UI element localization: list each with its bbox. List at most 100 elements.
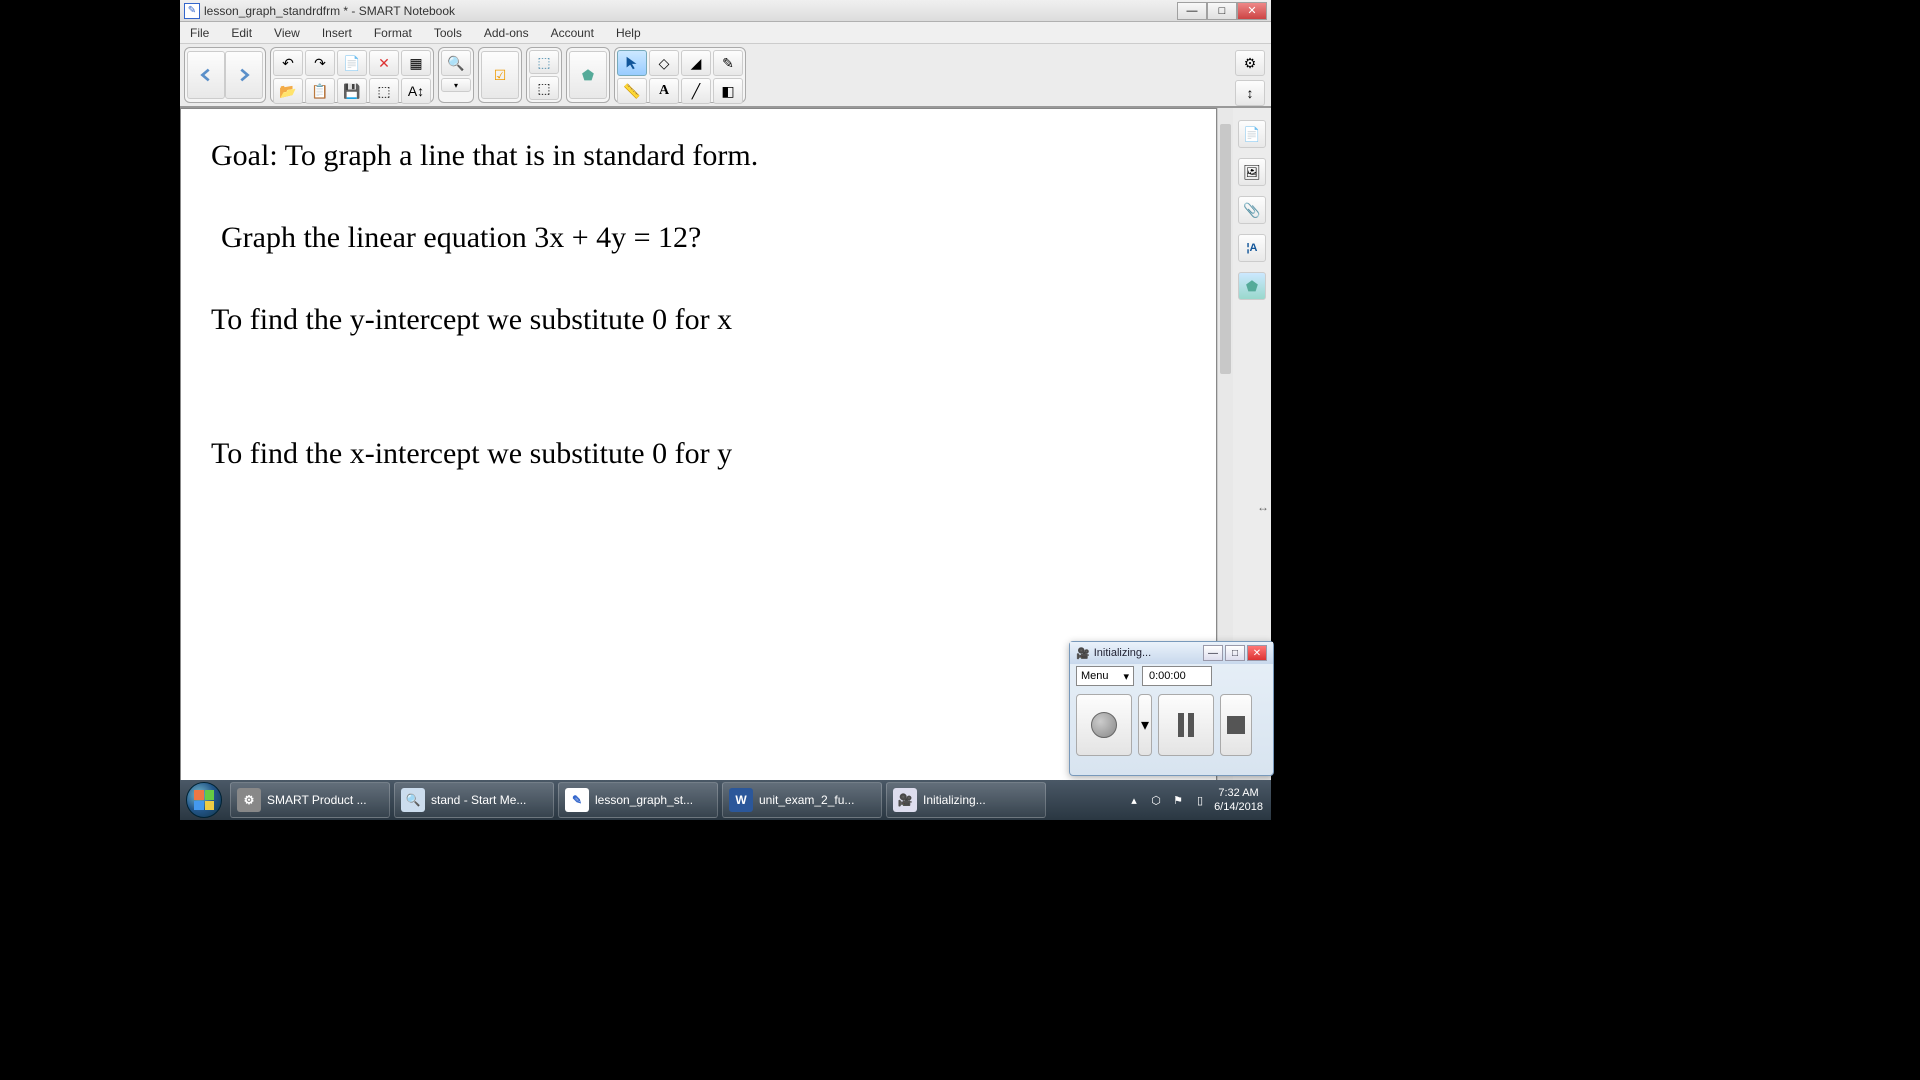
menu-account[interactable]: Account xyxy=(547,24,598,42)
capture-button[interactable]: ⬚ xyxy=(529,76,559,100)
zoom-button[interactable]: 🔍 xyxy=(441,50,471,76)
windows-logo-icon xyxy=(186,782,222,818)
line-tool-button[interactable]: ╱ xyxy=(681,78,711,104)
smart-block-button[interactable]: ⬚ xyxy=(529,50,559,74)
taskbar-clock[interactable]: 7:32 AM 6/14/2018 xyxy=(1214,786,1263,815)
response-group: ☑ xyxy=(478,47,522,103)
addons-tab[interactable]: ⬟ xyxy=(1238,272,1266,300)
select-tool-button[interactable] xyxy=(617,50,647,76)
clock-time: 7:32 AM xyxy=(1214,786,1263,800)
right-sidebar-controls: ⚙ ↕ xyxy=(1235,50,1265,106)
menu-help[interactable]: Help xyxy=(612,24,645,42)
measurement-button[interactable]: 📏 xyxy=(617,78,647,104)
edit-group: ↶ ↷ 📄 ✕ ▦ 📂 📋 💾 ⬚ A↕ xyxy=(270,47,434,103)
screen-button[interactable]: ⬚ xyxy=(369,78,399,104)
menu-format[interactable]: Format xyxy=(370,24,416,42)
tray-network-icon[interactable]: ⬡ xyxy=(1148,792,1164,808)
delete-button[interactable]: ✕ xyxy=(369,50,399,76)
task-notebook-label: lesson_graph_st... xyxy=(595,793,693,807)
pause-button[interactable] xyxy=(1158,694,1214,756)
recorder-titlebar: 🎥 Initializing... — □ ✕ xyxy=(1070,642,1273,664)
paste-button[interactable]: 📋 xyxy=(305,78,335,104)
recorder-minimize-button[interactable]: — xyxy=(1203,645,1223,661)
recorder-title-text: Initializing... xyxy=(1094,647,1201,659)
text-button[interactable]: A xyxy=(649,78,679,104)
window-controls: — □ ✕ xyxy=(1177,2,1267,20)
recorder-window: 🎥 Initializing... — □ ✕ Menu ▾ 0:00:00 ▾ xyxy=(1069,641,1274,776)
open-button[interactable]: 📂 xyxy=(273,78,303,104)
new-page-button[interactable]: 📄 xyxy=(337,50,367,76)
move-toolbar-button[interactable]: ↕ xyxy=(1235,80,1265,106)
recorder-task-icon: 🎥 xyxy=(893,788,917,812)
table-button[interactable]: ▦ xyxy=(401,50,431,76)
task-search-label: stand - Start Me... xyxy=(431,793,526,807)
close-button[interactable]: ✕ xyxy=(1237,2,1267,20)
text-xintercept: To find the x-intercept we substitute 0 … xyxy=(211,437,1186,471)
next-page-button[interactable] xyxy=(225,51,263,99)
stop-button[interactable] xyxy=(1220,694,1252,756)
attachments-tab[interactable]: 📎 xyxy=(1238,196,1266,224)
redo-button[interactable]: ↷ xyxy=(305,50,335,76)
task-recorder[interactable]: 🎥 Initializing... xyxy=(886,782,1046,818)
addon-group: ⬟ xyxy=(566,47,610,103)
clock-date: 6/14/2018 xyxy=(1214,800,1263,814)
scroll-thumb[interactable] xyxy=(1220,124,1231,374)
menu-addons[interactable]: Add-ons xyxy=(480,24,533,42)
minimize-button[interactable]: — xyxy=(1177,2,1207,20)
recorder-maximize-button[interactable]: □ xyxy=(1225,645,1245,661)
eraser-button[interactable]: ◧ xyxy=(713,78,743,104)
taskbar: ⚙ SMART Product ... 🔍 stand - Start Me..… xyxy=(180,780,1271,820)
magic-pen-button[interactable]: ✎ xyxy=(713,50,743,76)
menu-tools[interactable]: Tools xyxy=(430,24,466,42)
dropdown-button[interactable]: ▾ xyxy=(441,78,471,92)
recorder-menu-dropdown[interactable]: Menu ▾ xyxy=(1076,666,1134,686)
task-recorder-label: Initializing... xyxy=(923,793,986,807)
task-word-label: unit_exam_2_fu... xyxy=(759,793,854,807)
shape-tool-button[interactable]: ◇ xyxy=(649,50,679,76)
system-tray: ▴ ⬡ ⚑ ▯ 7:32 AM 6/14/2018 xyxy=(1126,786,1271,815)
fill-tool-button[interactable]: ◢ xyxy=(681,50,711,76)
task-word[interactable]: W unit_exam_2_fu... xyxy=(722,782,882,818)
save-button[interactable]: 💾 xyxy=(337,78,367,104)
record-options-button[interactable]: ▾ xyxy=(1138,694,1152,756)
search-icon: 🔍 xyxy=(401,788,425,812)
window-title: lesson_graph_standrdfrm * - SMART Notebo… xyxy=(204,4,1177,18)
notebook-icon: ✎ xyxy=(565,788,589,812)
tray-battery-icon[interactable]: ▯ xyxy=(1192,792,1208,808)
recorder-close-button[interactable]: ✕ xyxy=(1247,645,1267,661)
gallery-tab[interactable]: 🖼 xyxy=(1238,158,1266,186)
record-icon xyxy=(1091,712,1117,738)
maximize-button[interactable]: □ xyxy=(1207,2,1237,20)
menu-edit[interactable]: Edit xyxy=(227,24,256,42)
settings-button[interactable]: ⚙ xyxy=(1235,50,1265,76)
task-smart-product[interactable]: ⚙ SMART Product ... xyxy=(230,782,390,818)
tray-expand-icon[interactable]: ▴ xyxy=(1126,792,1142,808)
collapse-sidebar-icon[interactable]: ↔ xyxy=(1257,500,1269,514)
start-button[interactable] xyxy=(180,780,228,820)
response-button[interactable]: ☑ xyxy=(481,51,519,99)
titlebar: ✎ lesson_graph_standrdfrm * - SMART Note… xyxy=(180,0,1271,22)
word-icon: W xyxy=(729,788,753,812)
task-smart-label: SMART Product ... xyxy=(267,793,367,807)
stop-icon xyxy=(1227,716,1245,734)
record-button[interactable] xyxy=(1076,694,1132,756)
task-search[interactable]: 🔍 stand - Start Me... xyxy=(394,782,554,818)
text-tool-button[interactable]: A↕ xyxy=(401,78,431,104)
tray-flag-icon[interactable]: ⚑ xyxy=(1170,792,1186,808)
recorder-buttons: ▾ xyxy=(1070,688,1273,762)
draw-group: ◇ ◢ ✎ 📏 A ╱ ◧ xyxy=(614,47,746,103)
undo-button[interactable]: ↶ xyxy=(273,50,303,76)
prev-page-button[interactable] xyxy=(187,51,225,99)
menu-file[interactable]: File xyxy=(186,24,213,42)
menu-view[interactable]: View xyxy=(270,24,304,42)
text-goal: Goal: To graph a line that is in standar… xyxy=(211,139,1186,173)
page-sorter-tab[interactable]: 📄 xyxy=(1238,120,1266,148)
recorder-icon: 🎥 xyxy=(1076,647,1090,660)
nav-group xyxy=(184,47,266,103)
canvas[interactable]: Goal: To graph a line that is in standar… xyxy=(180,108,1217,820)
properties-tab[interactable]: ¦A xyxy=(1238,234,1266,262)
smart-product-icon: ⚙ xyxy=(237,788,261,812)
task-notebook[interactable]: ✎ lesson_graph_st... xyxy=(558,782,718,818)
addon-button[interactable]: ⬟ xyxy=(569,51,607,99)
menu-insert[interactable]: Insert xyxy=(318,24,356,42)
